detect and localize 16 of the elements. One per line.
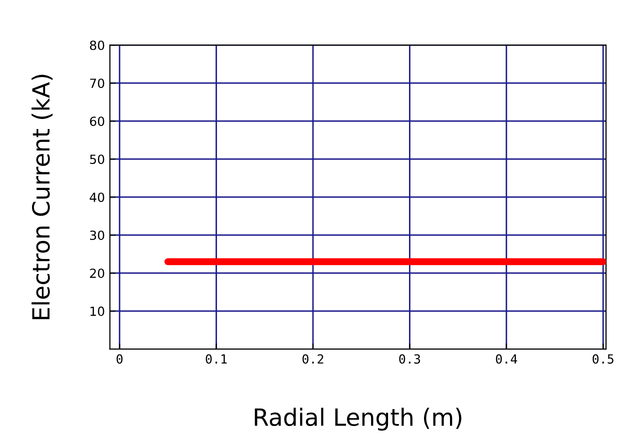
x-axis-title: Radial Length (m)	[254, 408, 462, 431]
y-tick-label: 20	[90, 268, 104, 278]
y-tick-label: 10	[90, 306, 104, 316]
y-tick-label: 80	[90, 40, 104, 50]
y-tick-label: 70	[90, 78, 104, 88]
y-axis-title: Electron Current (kA)	[32, 74, 53, 320]
y-tick-label: 50	[90, 154, 104, 164]
x-tick-label: 0.5	[592, 354, 614, 364]
x-tick-label: 0	[116, 354, 123, 364]
y-tick-label: 60	[90, 116, 104, 126]
x-tick-label: 0.1	[206, 354, 227, 364]
y-tick-label: 40	[90, 192, 104, 202]
x-tick-label: 0.4	[496, 354, 518, 364]
x-tick-label: 0.3	[399, 354, 420, 364]
y-tick-label: 30	[90, 230, 104, 240]
x-tick-label: 0.2	[302, 354, 324, 364]
